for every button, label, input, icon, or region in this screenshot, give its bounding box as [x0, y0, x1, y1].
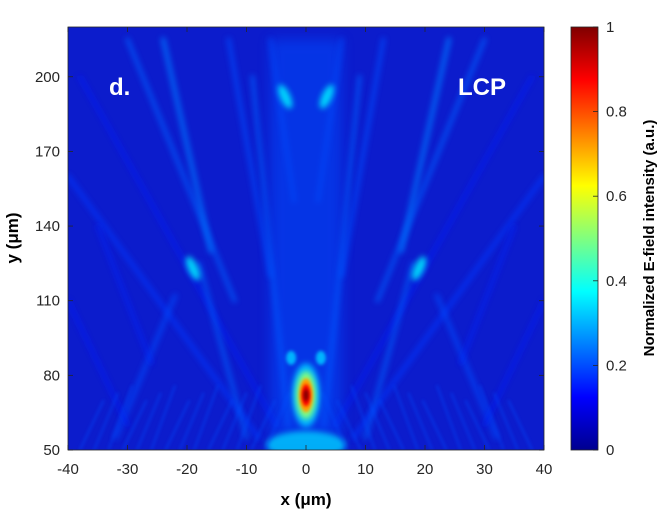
colorbar-tick-label: 1: [606, 19, 614, 36]
fringe: [407, 392, 433, 450]
fringe: [207, 399, 233, 450]
x-tick-label: 10: [357, 461, 374, 478]
beam-streak: [68, 174, 261, 440]
x-tick-label: -20: [176, 461, 198, 478]
fringe: [150, 385, 176, 450]
beam-streak: [68, 299, 129, 427]
bright-streak: [411, 256, 427, 281]
fringe: [436, 385, 462, 450]
x-tick-label: 20: [417, 461, 434, 478]
fringe: [493, 392, 519, 450]
beam-streak: [196, 261, 249, 440]
y-axis-ticks: 50 80 110 140 170 200: [35, 69, 544, 459]
colorbar-tick-label: 0.2: [606, 357, 627, 374]
bright-streak: [185, 256, 201, 281]
fringe: [478, 385, 505, 450]
fringe: [364, 392, 391, 450]
fringe: [379, 399, 405, 450]
side-lobe: [286, 350, 297, 365]
colorbar: [570, 26, 599, 451]
y-tick-label: 170: [35, 143, 60, 160]
colorbar-tick-label: 0.8: [606, 104, 627, 121]
x-tick-label: -30: [117, 461, 139, 478]
fringe: [464, 399, 490, 450]
fringe: [336, 399, 362, 450]
y-tick-label: 80: [43, 367, 60, 384]
fringe: [136, 392, 162, 450]
panel-label: d.: [109, 74, 130, 101]
beam-streak: [434, 293, 499, 440]
beam-streak: [113, 293, 178, 440]
beam-streak: [226, 37, 273, 278]
x-tick-label: -10: [236, 461, 258, 478]
side-lobe: [315, 350, 326, 365]
fringe: [93, 392, 119, 450]
base-glow: [266, 431, 346, 450]
x-axis-ticks: -40 -30 -20 -10 0 10 20 30 40: [57, 27, 552, 478]
beam-streak: [459, 224, 516, 365]
x-tick-label: 30: [476, 461, 493, 478]
colorbar-tick-label: 0: [606, 442, 614, 459]
y-tick-label: 200: [35, 69, 60, 86]
fringe: [321, 392, 348, 450]
fringe: [164, 399, 191, 450]
hotspots: [185, 84, 427, 428]
colorbar-ticks: 0 0.2 0.4 0.6 0.8 1: [593, 19, 627, 459]
beam-streak: [78, 75, 278, 427]
heatmap: [68, 27, 544, 450]
x-tick-label: 40: [536, 461, 553, 478]
colorbar-tick-label: 0.4: [606, 273, 627, 290]
fringe: [193, 385, 219, 450]
beam-streak: [375, 37, 487, 303]
fringe: [236, 385, 262, 450]
beam-streak: [334, 75, 534, 427]
bright-streak: [278, 84, 293, 109]
beam-streak: [483, 299, 544, 427]
y-tick-label: 110: [36, 293, 60, 310]
beam-streak: [351, 174, 544, 440]
beam-streak: [339, 37, 386, 278]
beam-streak: [398, 36, 452, 254]
beam-streak: [125, 37, 237, 303]
fringe: [264, 392, 291, 450]
polarization-label: LCP: [458, 74, 506, 101]
beam-streak: [160, 36, 214, 254]
fringe: [79, 399, 105, 450]
focal-spot: [303, 389, 309, 402]
fringe: [221, 392, 248, 450]
fringe: [179, 392, 205, 450]
fringe: [450, 392, 476, 450]
y-axis-label: y (μm): [3, 212, 22, 263]
fringe: [507, 399, 533, 450]
y-tick-label: 140: [35, 218, 60, 235]
x-tick-label: -40: [57, 461, 79, 478]
colorbar-label: Normalized E-field intensity (a.u.): [641, 120, 658, 357]
colorbar-tick-label: 0.6: [606, 188, 627, 205]
fringe: [350, 385, 376, 450]
fringe: [421, 399, 448, 450]
y-tick-label: 50: [43, 442, 60, 459]
x-tick-label: 0: [302, 461, 310, 478]
x-axis-label: x (μm): [280, 490, 331, 509]
fringe: [107, 385, 134, 450]
fringe: [393, 385, 419, 450]
beam-streak: [96, 224, 153, 365]
fringe: [122, 399, 148, 450]
beam-streak: [363, 261, 416, 440]
fringe: [250, 399, 276, 450]
bright-streak: [319, 84, 334, 109]
